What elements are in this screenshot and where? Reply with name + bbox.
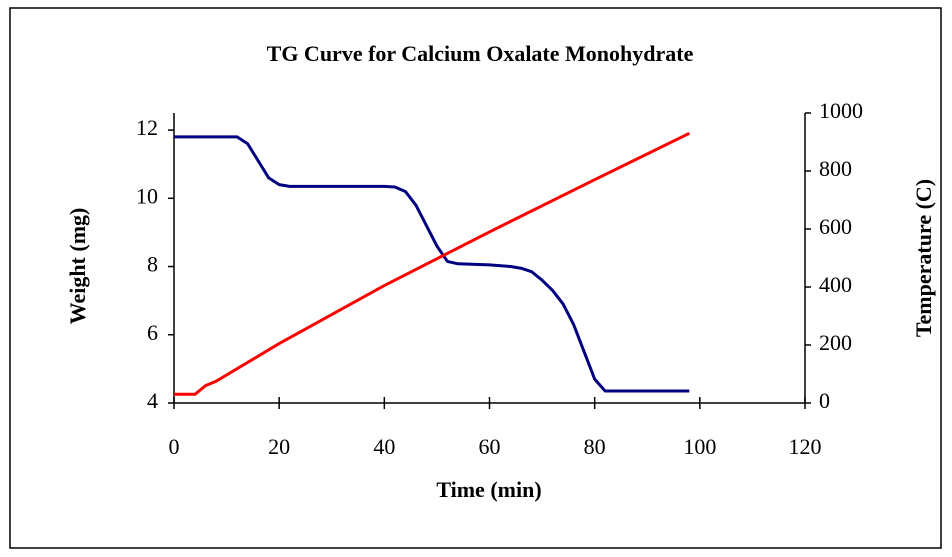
- y2-tick-label: 400: [819, 272, 852, 297]
- x-tick-label: 40: [373, 434, 395, 459]
- y-tick-label: 8: [147, 252, 158, 277]
- y2-tick-label: 1000: [819, 98, 863, 123]
- y-tick-label: 4: [147, 388, 158, 413]
- x-tick-label: 0: [169, 434, 180, 459]
- y2-tick-label: 600: [819, 214, 852, 239]
- y2-tick-label: 200: [819, 330, 852, 355]
- y-tick-label: 12: [136, 115, 158, 140]
- x-tick-label: 100: [683, 434, 716, 459]
- series-line: [174, 135, 690, 393]
- y-tick-label: 10: [136, 183, 158, 208]
- y2-tick-label: 0: [819, 388, 830, 413]
- x-tick-label: 60: [479, 434, 501, 459]
- x-tick-label: 80: [584, 434, 606, 459]
- y2-tick-label: 800: [819, 156, 852, 181]
- chart-frame: [9, 7, 942, 549]
- series-line: [174, 131, 690, 396]
- x-tick-label: 20: [268, 434, 290, 459]
- x-axis-label: Time (min): [436, 477, 541, 502]
- chart-title: TG Curve for Calcium Oxalate Monohydrate: [267, 41, 694, 66]
- y-axis-label: Weight (mg): [65, 208, 90, 325]
- x-tick-label: 120: [789, 434, 822, 459]
- y-tick-label: 6: [147, 320, 158, 345]
- y2-axis-label: Temperature (C): [911, 179, 936, 337]
